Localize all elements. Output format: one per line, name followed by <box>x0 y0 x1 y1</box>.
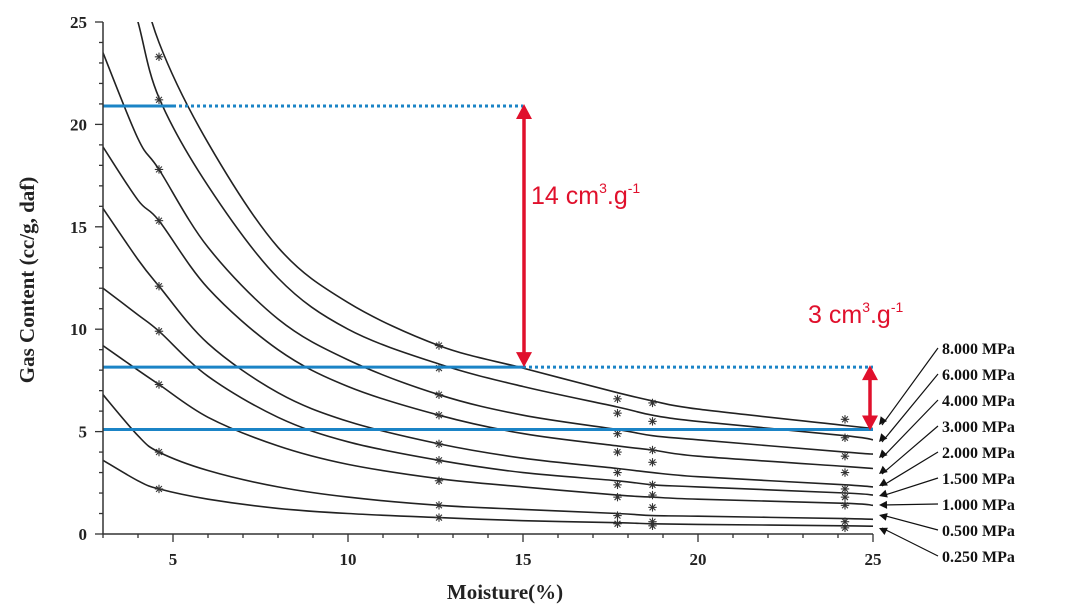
legend-label: 3.000 MPa <box>942 419 1015 436</box>
series-line-0-500-mpa <box>103 394 873 521</box>
data-point-marker <box>648 521 657 531</box>
legend-label: 0.250 MPa <box>942 549 1015 566</box>
data-point-marker <box>840 468 850 477</box>
legend-entry: 8.000 MPa <box>879 341 1015 426</box>
series-line-8-000-mpa <box>151 22 873 430</box>
data-point-marker <box>613 429 622 438</box>
data-point-marker <box>840 492 850 502</box>
series-line-0-250-mpa <box>103 459 873 527</box>
annotations: 14 cm3.g-1 3 cm3.g-1 <box>516 103 904 431</box>
data-point-marker <box>154 327 164 336</box>
data-point-marker <box>840 433 850 442</box>
data-point-marker <box>154 165 164 174</box>
data-point-marker <box>840 415 850 424</box>
data-point-marker <box>154 380 164 389</box>
x-tick-label: 10 <box>340 550 357 569</box>
y-tick-label: 15 <box>70 218 87 237</box>
data-point-marker <box>648 458 657 467</box>
data-point-marker <box>613 468 622 477</box>
series-line-1-500-mpa <box>103 287 873 496</box>
gas-loss-14-label: 14 cm3.g-1 <box>531 180 640 210</box>
y-tick-label: 25 <box>70 13 87 32</box>
legend-entry: 6.000 MPa <box>879 367 1015 443</box>
legend-entry: 3.000 MPa <box>879 419 1015 475</box>
series-line-1-000-mpa <box>103 344 873 507</box>
gas-loss-14-arrow <box>516 103 532 368</box>
legend-entry: 1.500 MPa <box>879 471 1015 498</box>
data-point-marker <box>434 501 444 510</box>
data-point-marker <box>840 451 850 461</box>
data-point-marker <box>648 490 657 500</box>
x-tick-label: 25 <box>865 550 882 569</box>
data-point-marker <box>154 484 164 494</box>
data-point-marker <box>840 484 850 494</box>
data-point-marker <box>840 523 850 533</box>
x-tick-label: 5 <box>169 550 178 569</box>
legend-label: 4.000 MPa <box>942 393 1015 410</box>
y-tick-label: 20 <box>70 115 87 134</box>
data-point-marker <box>648 503 657 512</box>
data-point-marker <box>648 480 657 490</box>
legend-entry: 1.000 MPa <box>879 497 1015 514</box>
legend-entry: 4.000 MPa <box>879 393 1015 459</box>
data-point-marker <box>434 341 444 350</box>
isotherm-curves <box>103 22 873 527</box>
data-point-marker <box>154 216 164 225</box>
data-point-marker <box>434 456 444 465</box>
reference-lines <box>103 104 873 432</box>
data-point-marker <box>613 394 622 404</box>
data-point-marker <box>613 519 622 528</box>
data-point-marker <box>434 476 444 485</box>
data-point-marker <box>613 492 622 502</box>
legend-entry: 0.250 MPa <box>879 527 1015 566</box>
axes: 5 10 15 20 25 0 5 10 15 20 25 <box>70 13 882 569</box>
data-point-marker <box>648 445 657 455</box>
legend-entry: 0.500 MPa <box>879 513 1015 540</box>
y-tick-label: 5 <box>79 423 88 442</box>
x-tick-label: 20 <box>690 550 707 569</box>
x-tick-label: 15 <box>515 550 532 569</box>
legend-entry: 2.000 MPa <box>879 445 1015 487</box>
data-point-marker <box>434 513 444 522</box>
measured-markers <box>154 52 850 533</box>
gas-loss-3-arrow <box>862 365 878 431</box>
legend-label: 1.500 MPa <box>942 471 1015 488</box>
gas-loss-3-label: 3 cm3.g-1 <box>808 299 904 329</box>
series-line-2-000-mpa <box>103 207 873 488</box>
pressure-legend: 8.000 MPa 6.000 MPa 4.000 MPa 3.000 MPa 2.00… <box>879 341 1015 566</box>
data-point-marker <box>840 501 850 510</box>
x-axis-title: Moisture(%) <box>447 580 563 604</box>
y-axis-title: Gas Content (cc/g, daf) <box>15 177 39 383</box>
data-point-marker <box>613 408 622 418</box>
series-line-6-000-mpa <box>137 22 873 441</box>
legend-label: 8.000 MPa <box>942 341 1015 358</box>
data-point-marker <box>434 439 444 449</box>
legend-label: 2.000 MPa <box>942 445 1015 462</box>
data-point-marker <box>154 281 164 291</box>
data-point-marker <box>613 447 622 457</box>
data-point-marker <box>613 480 622 490</box>
data-point-marker <box>434 390 444 399</box>
data-point-marker <box>154 447 164 457</box>
y-tick-label: 10 <box>70 320 87 339</box>
data-point-marker <box>648 398 657 408</box>
data-point-marker <box>154 95 164 105</box>
y-tick-label: 0 <box>79 525 88 544</box>
data-point-marker <box>613 511 622 520</box>
data-point-marker <box>434 411 444 420</box>
series-line-3-000-mpa <box>103 146 873 470</box>
legend-label: 1.000 MPa <box>942 497 1015 514</box>
legend-label: 6.000 MPa <box>942 367 1015 384</box>
data-point-marker <box>648 417 657 426</box>
data-point-marker <box>154 52 164 62</box>
legend-label: 0.500 MPa <box>942 523 1015 540</box>
series-line-4-000-mpa <box>103 52 873 455</box>
